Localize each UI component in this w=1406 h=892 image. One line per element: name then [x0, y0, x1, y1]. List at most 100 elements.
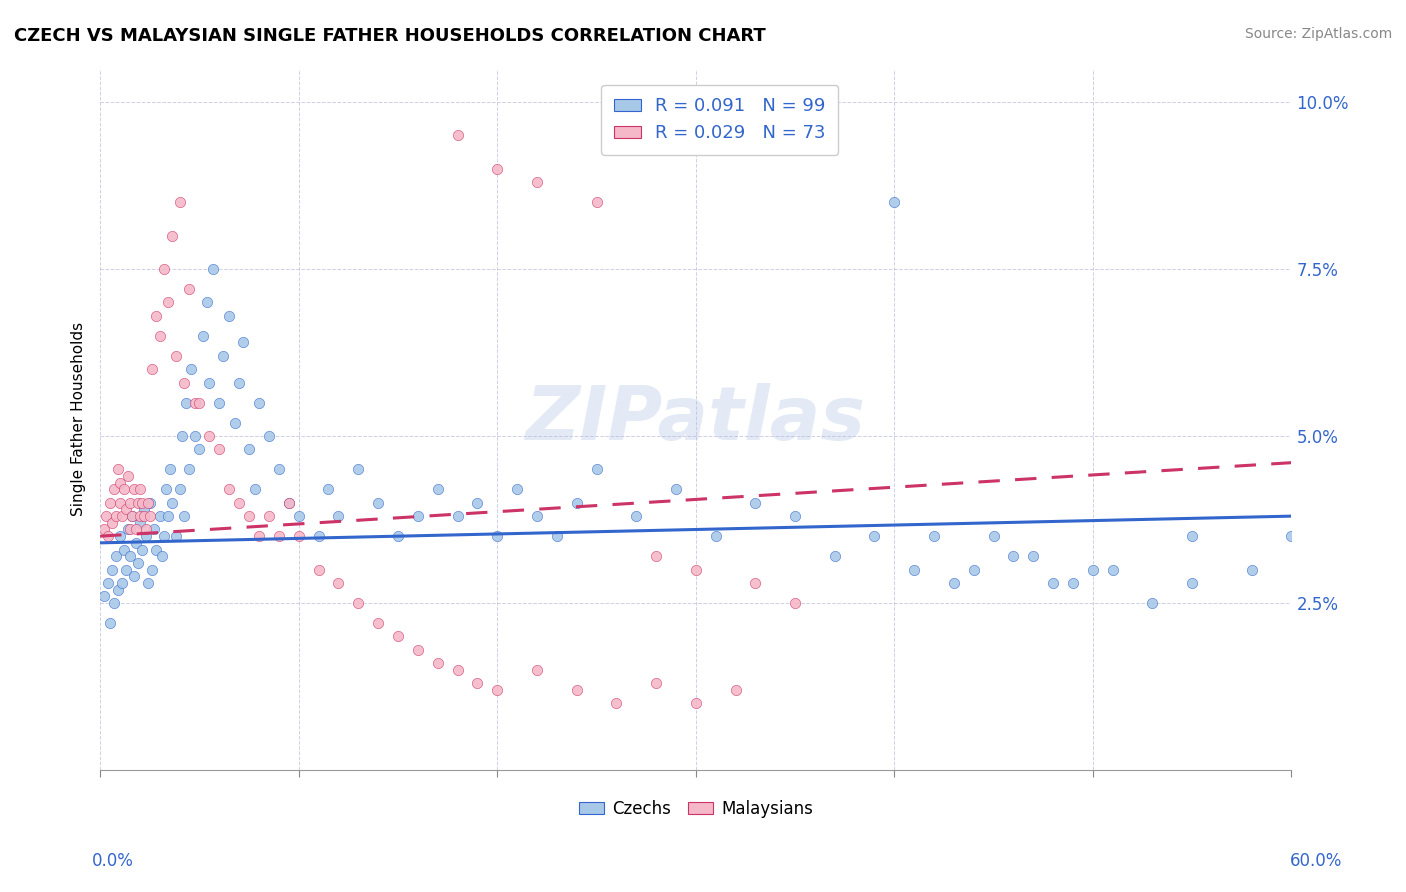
Point — [287, 509, 309, 524]
Point — [208, 395, 231, 409]
Point — [150, 549, 173, 564]
Point — [824, 549, 846, 564]
Point — [122, 569, 145, 583]
Point — [208, 442, 231, 457]
Point — [1181, 529, 1204, 543]
Point — [127, 496, 149, 510]
Point — [224, 416, 246, 430]
Point — [645, 676, 668, 690]
Point — [180, 362, 202, 376]
Point — [704, 529, 727, 543]
Point — [467, 676, 489, 690]
Point — [446, 663, 468, 677]
Point — [922, 529, 945, 543]
Point — [107, 462, 129, 476]
Point — [112, 483, 135, 497]
Point — [218, 309, 240, 323]
Legend: Czechs, Malaysians: Czechs, Malaysians — [572, 794, 820, 825]
Point — [152, 262, 174, 277]
Text: ZIPatlas: ZIPatlas — [526, 383, 866, 456]
Point — [783, 596, 806, 610]
Text: CZECH VS MALAYSIAN SINGLE FATHER HOUSEHOLDS CORRELATION CHART: CZECH VS MALAYSIAN SINGLE FATHER HOUSEHO… — [14, 27, 766, 45]
Point — [387, 529, 409, 543]
Point — [93, 523, 115, 537]
Point — [94, 509, 117, 524]
Point — [174, 395, 197, 409]
Point — [506, 483, 529, 497]
Point — [128, 516, 150, 530]
Point — [121, 509, 143, 524]
Point — [103, 596, 125, 610]
Point — [267, 462, 290, 476]
Point — [149, 328, 172, 343]
Point — [247, 529, 270, 543]
Point — [198, 429, 221, 443]
Point — [139, 496, 162, 510]
Point — [132, 502, 155, 516]
Point — [1281, 529, 1303, 543]
Point — [228, 376, 250, 390]
Point — [136, 576, 159, 591]
Point — [1042, 576, 1064, 591]
Point — [156, 295, 179, 310]
Point — [101, 563, 124, 577]
Point — [247, 395, 270, 409]
Point — [97, 576, 120, 591]
Point — [1062, 576, 1084, 591]
Point — [184, 395, 207, 409]
Point — [546, 529, 568, 543]
Point — [169, 483, 191, 497]
Point — [115, 563, 138, 577]
Point — [111, 576, 134, 591]
Point — [118, 496, 141, 510]
Point — [108, 475, 131, 490]
Point — [165, 529, 187, 543]
Point — [169, 195, 191, 210]
Point — [486, 161, 509, 176]
Point — [585, 462, 607, 476]
Point — [983, 529, 1005, 543]
Point — [112, 542, 135, 557]
Point — [193, 328, 215, 343]
Point — [101, 516, 124, 530]
Point — [347, 596, 370, 610]
Point — [165, 349, 187, 363]
Point — [173, 376, 195, 390]
Point — [195, 295, 218, 310]
Text: 60.0%: 60.0% — [1291, 852, 1343, 870]
Point — [127, 556, 149, 570]
Point — [131, 496, 153, 510]
Point — [318, 483, 340, 497]
Point — [1101, 563, 1123, 577]
Point — [128, 483, 150, 497]
Point — [156, 509, 179, 524]
Point — [115, 502, 138, 516]
Point — [446, 509, 468, 524]
Point — [626, 509, 648, 524]
Point — [97, 529, 120, 543]
Point — [139, 509, 162, 524]
Point — [141, 563, 163, 577]
Point — [367, 615, 389, 630]
Point — [526, 509, 548, 524]
Point — [406, 642, 429, 657]
Point — [93, 589, 115, 603]
Point — [160, 496, 183, 510]
Point — [328, 576, 350, 591]
Y-axis label: Single Father Households: Single Father Households — [72, 322, 86, 516]
Point — [486, 529, 509, 543]
Point — [188, 442, 211, 457]
Point — [98, 496, 121, 510]
Point — [135, 523, 157, 537]
Point — [198, 376, 221, 390]
Point — [257, 509, 280, 524]
Point — [685, 696, 707, 710]
Point — [426, 656, 449, 670]
Point — [212, 349, 235, 363]
Point — [863, 529, 886, 543]
Point — [135, 529, 157, 543]
Point — [111, 509, 134, 524]
Point — [218, 483, 240, 497]
Point — [526, 175, 548, 189]
Point — [118, 523, 141, 537]
